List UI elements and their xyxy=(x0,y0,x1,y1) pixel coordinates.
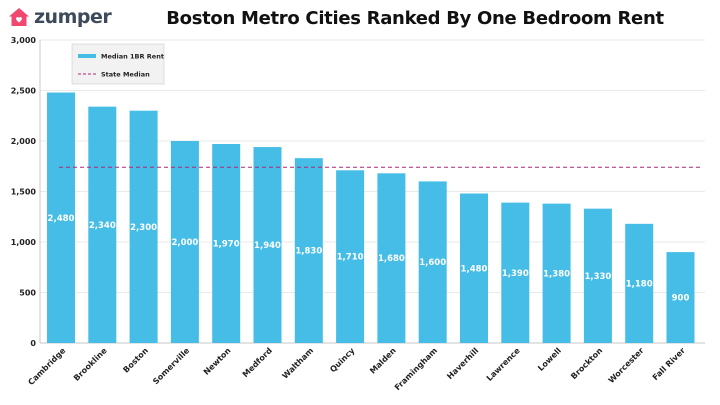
bar-value-label: 1,970 xyxy=(213,240,240,250)
bar xyxy=(212,144,241,343)
x-tick-label: Boston xyxy=(121,346,150,375)
bar xyxy=(542,203,571,343)
y-tick-label: 3,000 xyxy=(11,36,37,45)
bar-value-label: 1,380 xyxy=(543,269,570,279)
bar xyxy=(418,181,447,343)
bar-value-label: 1,830 xyxy=(295,247,322,257)
bars: 2,480 2,340 2,300 2,000 1,970 1,940 1,830 1,710… xyxy=(47,92,695,344)
x-tick-label: Brockton xyxy=(569,346,604,381)
legend-label-ref: State Median xyxy=(101,71,150,79)
bar xyxy=(170,141,199,343)
x-tick-label: Framingham xyxy=(393,346,439,392)
y-tick-label: 2,000 xyxy=(11,137,37,146)
bar-value-label: 2,300 xyxy=(130,223,157,233)
brand-name: zumper xyxy=(34,6,112,28)
x-tick-label: Waltham xyxy=(281,346,316,381)
y-tick-label: 1,000 xyxy=(11,238,37,247)
bar-value-label: 2,340 xyxy=(89,221,116,231)
bar xyxy=(88,106,117,343)
y-axis: 0 500 1,000 1,500 2,000 2,500 3,000 xyxy=(11,36,705,348)
x-tick-label: Brookline xyxy=(72,346,109,383)
bar-value-label: 1,330 xyxy=(584,272,611,282)
x-tick-label: Lawrence xyxy=(485,346,522,383)
bar xyxy=(501,202,530,343)
bar xyxy=(625,223,654,343)
chart-title: Boston Metro Cities Ranked By One Bedroo… xyxy=(166,8,664,29)
bar-value-label: 2,480 xyxy=(48,214,75,224)
bar-value-label: 900 xyxy=(672,294,690,304)
bar xyxy=(294,158,323,343)
bar-value-label: 1,390 xyxy=(502,269,529,279)
legend-box xyxy=(71,43,165,85)
x-tick-label: Cambridge xyxy=(26,346,67,387)
x-tick-label: Worcester xyxy=(607,346,646,385)
y-tick-label: 1,500 xyxy=(11,188,37,197)
x-tick-label: Haverhill xyxy=(445,346,480,381)
y-tick-label: 0 xyxy=(30,339,36,348)
legend: Median 1BR Rent State Median xyxy=(71,43,165,85)
bar-value-label: 1,940 xyxy=(254,241,281,251)
bar-value-label: 1,180 xyxy=(626,279,653,289)
x-axis-labels: Cambridge Brookline Boston Somerville Newton… xyxy=(26,345,686,392)
x-tick-label: Fall River xyxy=(651,346,687,382)
bar xyxy=(460,193,488,343)
house-icon xyxy=(9,8,29,26)
bar xyxy=(666,252,695,343)
x-tick-label: Somerville xyxy=(151,346,192,387)
x-tick-label: Medford xyxy=(241,346,274,379)
bar xyxy=(377,173,406,343)
bar xyxy=(129,110,158,343)
bar xyxy=(583,208,612,343)
legend-label-bar: Median 1BR Rent xyxy=(101,53,164,61)
brand-logo: zumper xyxy=(8,6,112,28)
bar xyxy=(47,92,75,344)
bar-value-label: 1,680 xyxy=(378,254,405,264)
x-tick-label: Lowell xyxy=(536,346,563,373)
bar-value-label: 1,480 xyxy=(461,264,488,274)
y-tick-label: 500 xyxy=(19,289,36,298)
y-tick-label: 2,500 xyxy=(11,87,37,96)
x-tick-label: Malden xyxy=(368,346,398,376)
bar xyxy=(336,170,365,343)
x-tick-label: Quincy xyxy=(328,345,357,374)
bar-value-label: 1,710 xyxy=(337,253,364,263)
bar xyxy=(253,147,282,343)
bar-value-label: 2,000 xyxy=(171,238,198,248)
x-tick-label: Newton xyxy=(202,346,233,377)
legend-swatch-bar xyxy=(78,54,96,58)
bar-value-label: 1,600 xyxy=(419,258,446,268)
